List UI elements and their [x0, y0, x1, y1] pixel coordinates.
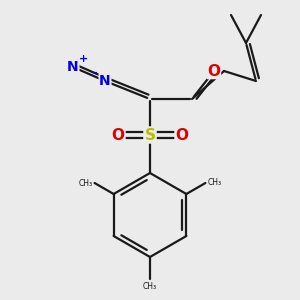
Text: CH₃: CH₃ [143, 282, 157, 291]
Text: +: + [78, 54, 88, 64]
Text: N: N [99, 74, 111, 88]
Text: O: O [176, 128, 188, 142]
Text: O: O [112, 128, 124, 142]
Text: CH₃: CH₃ [78, 178, 93, 188]
Text: N: N [67, 60, 79, 74]
Text: S: S [145, 128, 155, 142]
Text: O: O [208, 64, 220, 79]
Text: CH₃: CH₃ [207, 178, 222, 188]
Text: –: – [91, 68, 97, 78]
